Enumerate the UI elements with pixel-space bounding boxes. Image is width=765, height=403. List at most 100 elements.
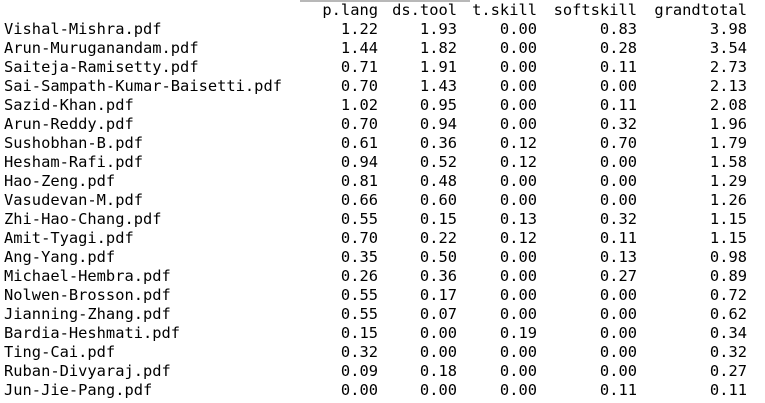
cell-t-skill: 0.00: [499, 20, 537, 38]
column-header-t-skill: t.skill: [472, 1, 537, 19]
column-header-ds-tool: ds.tool: [392, 1, 457, 19]
cell-ds-tool: 0.48: [419, 172, 457, 190]
cell-grandtotal: 1.15: [709, 229, 747, 247]
cell-softskill: 0.00: [599, 153, 637, 171]
cell-grandtotal: 2.73: [709, 58, 747, 76]
table-row: Nolwen-Brosson.pdf 0.55 0.17 0.00 0.00 0.72: [0, 286, 765, 305]
row-name: Sai-Sampath-Kumar-Baisetti.pdf: [4, 77, 282, 95]
cell-p-lang: 0.32: [340, 343, 378, 361]
cell-p-lang: 0.00: [340, 381, 378, 399]
row-name: Arun-Reddy.pdf: [4, 115, 134, 133]
cell-ds-tool: 0.95: [419, 96, 457, 114]
table-row: Ting-Cai.pdf 0.32 0.00 0.00 0.00 0.32: [0, 343, 765, 362]
row-name: Jianning-Zhang.pdf: [4, 305, 171, 323]
cell-grandtotal: 2.08: [709, 96, 747, 114]
row-name: Hao-Zeng.pdf: [4, 172, 116, 190]
cell-t-skill: 0.19: [499, 324, 537, 342]
cell-p-lang: 1.02: [340, 96, 378, 114]
row-name: Sazid-Khan.pdf: [4, 96, 134, 114]
row-name: Zhi-Hao-Chang.pdf: [4, 210, 162, 228]
cell-softskill: 0.00: [599, 172, 637, 190]
cell-grandtotal: 1.26: [709, 191, 747, 209]
cell-p-lang: 1.22: [340, 20, 378, 38]
cell-t-skill: 0.13: [499, 210, 537, 228]
row-name: Amit-Tyagi.pdf: [4, 229, 134, 247]
cell-ds-tool: 0.52: [419, 153, 457, 171]
row-name: Vishal-Mishra.pdf: [4, 20, 162, 38]
cell-softskill: 0.11: [599, 229, 637, 247]
cell-grandtotal: 0.62: [709, 305, 747, 323]
cell-grandtotal: 3.98: [709, 20, 747, 38]
cell-t-skill: 0.00: [499, 191, 537, 209]
column-header-p-lang: p.lang: [322, 1, 378, 19]
row-name: Ang-Yang.pdf: [4, 248, 116, 266]
cell-t-skill: 0.00: [499, 77, 537, 95]
row-name: Nolwen-Brosson.pdf: [4, 286, 171, 304]
cell-p-lang: 0.66: [340, 191, 378, 209]
table-row: Sushobhan-B.pdf 0.61 0.36 0.12 0.70 1.79: [0, 134, 765, 153]
cell-p-lang: 0.70: [340, 77, 378, 95]
cell-softskill: 0.28: [599, 39, 637, 57]
cell-p-lang: 1.44: [340, 39, 378, 57]
cell-ds-tool: 1.82: [419, 39, 457, 57]
cell-softskill: 0.00: [599, 77, 637, 95]
cell-softskill: 0.32: [599, 210, 637, 228]
cell-ds-tool: 0.36: [419, 134, 457, 152]
row-name: Saiteja-Ramisetty.pdf: [4, 58, 199, 76]
table-row: Michael-Hembra.pdf 0.26 0.36 0.00 0.27 0.89: [0, 267, 765, 286]
cell-p-lang: 0.35: [340, 248, 378, 266]
cell-ds-tool: 1.93: [419, 20, 457, 38]
table-header-row: p.lang ds.tool t.skill softskill grandto…: [0, 1, 765, 20]
cell-softskill: 0.27: [599, 267, 637, 285]
cell-softskill: 0.00: [599, 362, 637, 380]
column-header-softskill: softskill: [553, 1, 637, 19]
cell-grandtotal: 3.54: [709, 39, 747, 57]
cell-p-lang: 0.55: [340, 286, 378, 304]
cell-t-skill: 0.00: [499, 39, 537, 57]
cell-p-lang: 0.15: [340, 324, 378, 342]
column-header-grandtotal: grandtotal: [654, 1, 747, 19]
cell-t-skill: 0.12: [499, 229, 537, 247]
row-name: Sushobhan-B.pdf: [4, 134, 143, 152]
cell-ds-tool: 0.00: [419, 381, 457, 399]
cell-t-skill: 0.00: [499, 286, 537, 304]
cell-softskill: 0.00: [599, 191, 637, 209]
row-name: Michael-Hembra.pdf: [4, 267, 171, 285]
cell-ds-tool: 1.91: [419, 58, 457, 76]
cell-softskill: 0.00: [599, 324, 637, 342]
cell-grandtotal: 1.96: [709, 115, 747, 133]
cell-t-skill: 0.00: [499, 343, 537, 361]
table-row: Amit-Tyagi.pdf 0.70 0.22 0.12 0.11 1.15: [0, 229, 765, 248]
cell-ds-tool: 0.00: [419, 343, 457, 361]
table-row: Arun-Muruganandam.pdf 1.44 1.82 0.00 0.28 3.5…: [0, 39, 765, 58]
cell-p-lang: 0.70: [340, 115, 378, 133]
cell-ds-tool: 0.60: [419, 191, 457, 209]
cell-t-skill: 0.00: [499, 248, 537, 266]
table-row: Arun-Reddy.pdf 0.70 0.94 0.00 0.32 1.96: [0, 115, 765, 134]
cell-t-skill: 0.00: [499, 96, 537, 114]
cell-softskill: 0.11: [599, 96, 637, 114]
cell-softskill: 0.11: [599, 381, 637, 399]
cell-softskill: 0.70: [599, 134, 637, 152]
cell-softskill: 0.00: [599, 286, 637, 304]
cell-p-lang: 0.71: [340, 58, 378, 76]
table-row: Zhi-Hao-Chang.pdf 0.55 0.15 0.13 0.32 1.15: [0, 210, 765, 229]
cell-grandtotal: 0.27: [709, 362, 747, 380]
cell-grandtotal: 0.72: [709, 286, 747, 304]
cell-p-lang: 0.61: [340, 134, 378, 152]
cell-p-lang: 0.55: [340, 210, 378, 228]
table-row: Vasudevan-M.pdf 0.66 0.60 0.00 0.00 1.26: [0, 191, 765, 210]
cell-t-skill: 0.12: [499, 153, 537, 171]
cell-grandtotal: 1.58: [709, 153, 747, 171]
cell-grandtotal: 0.34: [709, 324, 747, 342]
cell-grandtotal: 1.79: [709, 134, 747, 152]
table-row: Ang-Yang.pdf 0.35 0.50 0.00 0.13 0.98: [0, 248, 765, 267]
row-name: Jun-Jie-Pang.pdf: [4, 381, 153, 399]
cell-ds-tool: 0.18: [419, 362, 457, 380]
cell-t-skill: 0.00: [499, 381, 537, 399]
cell-softskill: 0.13: [599, 248, 637, 266]
cell-ds-tool: 0.15: [419, 210, 457, 228]
cell-grandtotal: 0.32: [709, 343, 747, 361]
cell-ds-tool: 0.07: [419, 305, 457, 323]
